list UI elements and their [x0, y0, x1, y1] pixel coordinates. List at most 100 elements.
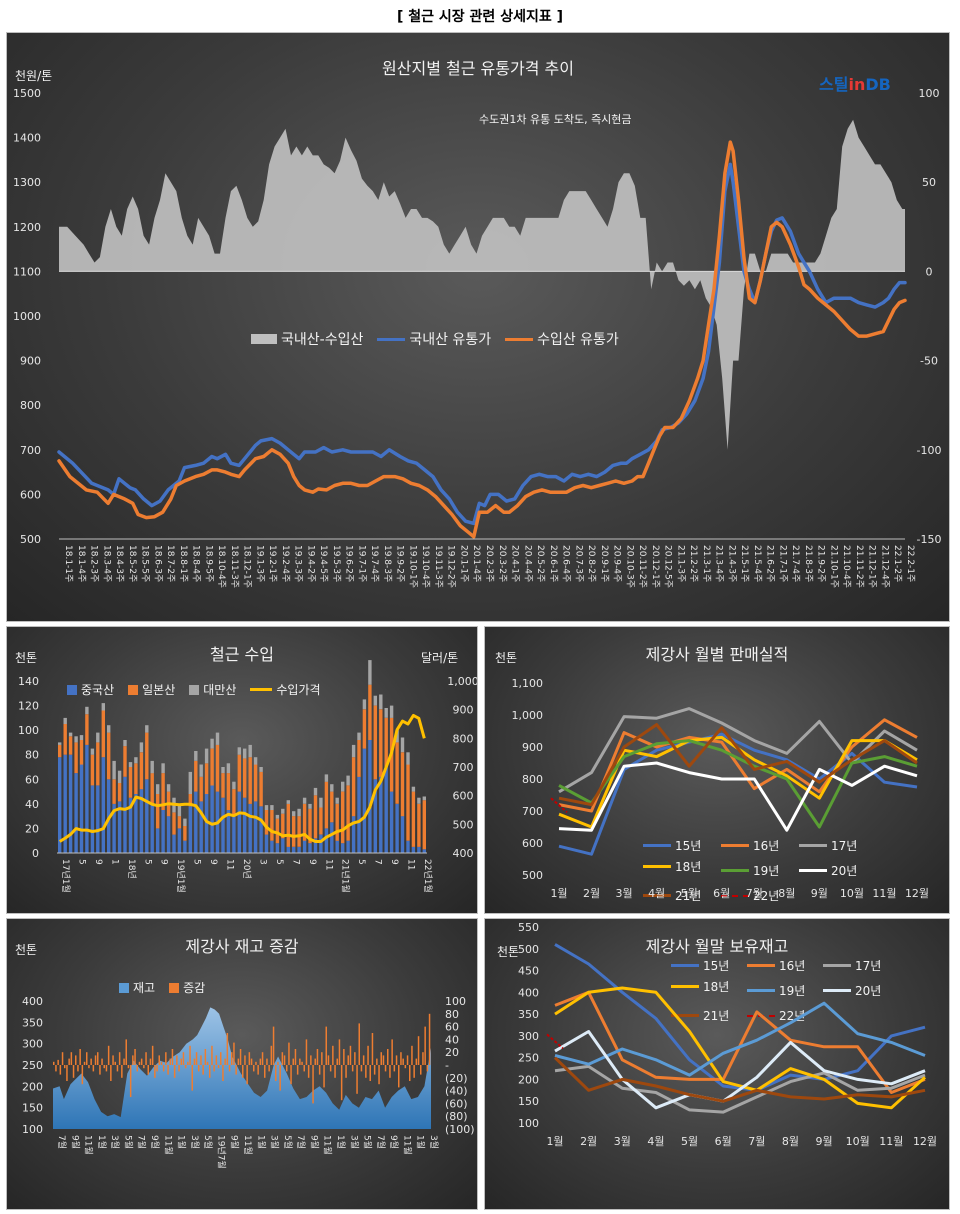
japan-bar — [411, 791, 416, 847]
price-xtick-label: 20.12-5주 — [663, 545, 674, 588]
import-chart-svg: 0 20 40 60 80 100 120 140 400 500 600 700 800 900 1,00… — [18, 660, 477, 893]
import-ytick-label: 0 — [32, 847, 39, 860]
taiwan-bar — [357, 732, 361, 740]
change-bar — [123, 1058, 125, 1065]
change-bar — [171, 1049, 174, 1065]
china-bar — [362, 748, 367, 853]
japan-bar — [79, 740, 84, 765]
taiwan-bar — [389, 705, 394, 718]
japan-bar — [194, 760, 198, 792]
taiwan-bar — [63, 717, 67, 724]
price-chart-svg: 500600700800900100011001200130014001500-… — [13, 87, 941, 588]
change-bar — [198, 1065, 200, 1072]
price-xtick-label: 21.5-4주 — [752, 545, 763, 582]
change-bar — [332, 1045, 334, 1065]
sales-xtick-label: 2월 — [583, 887, 600, 900]
change-bar — [389, 1065, 391, 1078]
china-bar — [389, 791, 394, 853]
japan-bar — [248, 757, 252, 804]
china-bar — [210, 785, 214, 853]
legend-16: 16년 — [721, 837, 785, 854]
stock-series-line — [554, 1030, 926, 1110]
china-bar — [417, 846, 421, 853]
change-bar — [149, 1058, 152, 1065]
taiwan-bar — [373, 695, 377, 706]
change-bar — [239, 1049, 242, 1065]
sales-xtick-label: 3월 — [616, 887, 633, 900]
inv-xtick-label: 11월 — [242, 1135, 254, 1155]
change-bar — [193, 1058, 196, 1065]
change-bar — [275, 1065, 277, 1081]
japan-bar — [215, 744, 220, 792]
change-bar — [413, 1065, 415, 1078]
inv-xtick-label: 9월 — [229, 1135, 241, 1149]
japan-bar — [139, 752, 144, 790]
change-bar — [279, 1065, 281, 1091]
price-xtick-label: 22.1-2주 — [892, 545, 903, 582]
taiwan-bar — [341, 781, 345, 792]
import-ytick-label: 80 — [25, 749, 39, 762]
china-bar — [237, 791, 241, 853]
change-bar — [233, 1042, 235, 1065]
import-xtick-label: 21년1월 — [340, 859, 352, 893]
japan-bar — [330, 791, 334, 823]
price-xtick-label: 19.4-2주 — [305, 545, 316, 582]
price-ytick-label: 1500 — [13, 87, 41, 100]
change-bar — [191, 1065, 193, 1091]
price-ytick-label: 700 — [20, 444, 41, 457]
japan-bar — [335, 803, 339, 841]
china-bar — [90, 785, 95, 853]
change-bar — [340, 1065, 343, 1101]
stock-xtick-label: 6월 — [715, 1135, 732, 1148]
sales-y-unit: 천톤 — [495, 651, 518, 665]
price-xtick-label: 18.7-2주 — [165, 545, 176, 582]
stock-ytick-label: 200 — [518, 1073, 539, 1086]
price-xtick-label: 21.7-4주 — [790, 545, 801, 582]
inv-y2tick-label: (80) — [445, 1110, 468, 1123]
sales-xtick-label: 12월 — [905, 887, 929, 900]
china-bar — [248, 803, 252, 853]
month-end-stock-title: 제강사 월말 보유재고 — [645, 937, 789, 956]
taiwan-bar — [117, 770, 122, 783]
legend-18: 18년 — [643, 858, 707, 875]
legend-stock: 재고 — [119, 979, 155, 996]
japan-bar — [101, 710, 105, 758]
china-bar — [400, 816, 405, 853]
change-bar — [184, 1065, 187, 1069]
change-bar — [321, 1052, 323, 1065]
japan-bar — [74, 742, 78, 774]
change-bar — [426, 1065, 429, 1072]
import-y2tick-label: 600 — [453, 790, 474, 803]
change-bar — [261, 1052, 264, 1065]
china-bar — [166, 816, 171, 853]
china-bar — [134, 794, 138, 853]
change-bar — [347, 1055, 349, 1065]
taiwan-bar — [177, 803, 182, 817]
change-bar — [406, 1055, 409, 1065]
price-xtick-label: 18.6-3주 — [152, 545, 163, 582]
sales-ytick-label: 900 — [522, 741, 543, 754]
price-xtick-label: 20.4-4주 — [522, 545, 533, 582]
taiwan-bar — [161, 763, 165, 774]
china-bar — [188, 806, 192, 853]
taiwan-bar — [139, 742, 144, 753]
taiwan-bar — [411, 786, 416, 792]
page-title: [ 철근 시장 관련 상세지표 ] — [397, 9, 563, 25]
taiwan-bar — [58, 742, 62, 745]
inv-xtick-label: 19년7월 — [215, 1135, 227, 1169]
china-bar — [150, 803, 154, 853]
sales-xtick-label: 8월 — [778, 887, 795, 900]
japan-bar — [107, 732, 111, 780]
china-bar — [281, 838, 285, 853]
import-y2tick-label: 700 — [453, 761, 474, 774]
change-bar — [292, 1058, 294, 1065]
change-bar — [226, 1033, 229, 1065]
inv-xtick-label: 3월 — [109, 1135, 121, 1149]
price-xtick-label: 20.12-1주 — [650, 545, 661, 588]
change-bar — [55, 1065, 57, 1072]
change-bar — [213, 1065, 215, 1072]
china-bar — [68, 754, 73, 853]
change-bar — [200, 1055, 202, 1065]
change-bar — [220, 1052, 222, 1065]
change-bar — [393, 1065, 396, 1072]
